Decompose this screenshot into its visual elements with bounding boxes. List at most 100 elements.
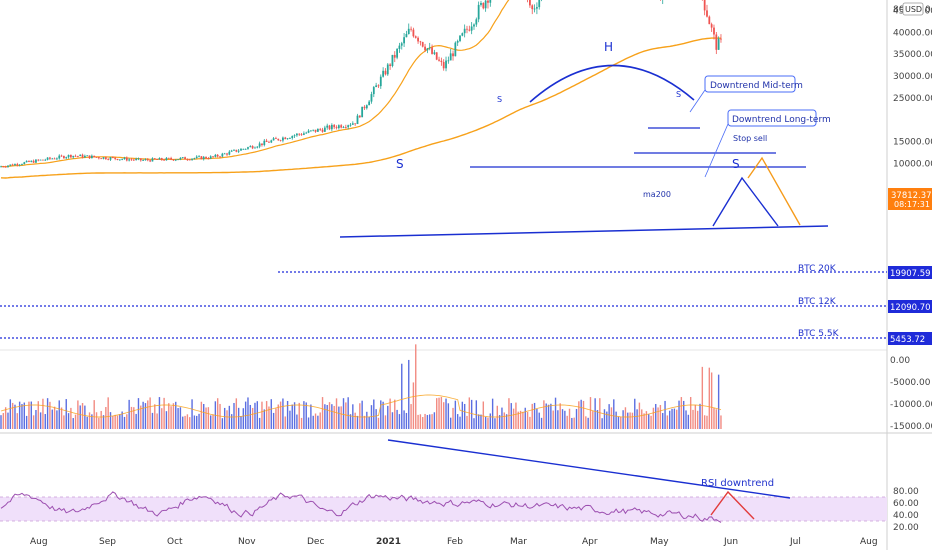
candle-body: [305, 132, 308, 134]
volume-bar: [564, 410, 566, 429]
candle-body: [67, 154, 70, 158]
candle-body: [174, 159, 177, 161]
volume-bar: [426, 415, 429, 429]
candle-body: [83, 155, 86, 158]
volume-bar: [459, 416, 461, 429]
volume-bar: [587, 417, 589, 429]
candle-body: [191, 158, 193, 160]
candle-body: [214, 154, 217, 157]
candle-body: [279, 140, 282, 142]
volume-bar: [550, 403, 552, 429]
candle-body: [209, 156, 212, 159]
candle-body: [424, 46, 426, 51]
rsi-tick-label: 80.00: [893, 487, 919, 497]
volume-bar: [561, 409, 564, 429]
candle-body: [400, 43, 403, 46]
projection-orange: [747, 156, 801, 226]
volume-bar: [205, 407, 207, 429]
candle-body: [216, 154, 219, 157]
volume-bar: [0, 415, 2, 429]
volume-bar: [179, 407, 182, 429]
volume-bar: [9, 399, 12, 429]
volume-bar: [11, 402, 14, 429]
volume-bar: [445, 398, 447, 429]
volume-bar: [424, 413, 426, 429]
candle-body: [177, 159, 179, 161]
volume-tick-label: -10000.00: [890, 400, 932, 410]
volume-bar: [44, 414, 46, 429]
price-tick-label: 80: [893, 5, 905, 15]
candle-body: [223, 153, 226, 155]
volume-bar: [163, 397, 165, 429]
candle-body: [102, 157, 105, 159]
candle-body: [321, 129, 324, 132]
volume-bar: [608, 404, 610, 429]
volume-bar: [296, 414, 298, 429]
candle-body: [100, 158, 103, 160]
volume-bar: [230, 414, 233, 429]
volume-bar: [324, 404, 326, 429]
volume-bar: [25, 415, 28, 429]
candle-body: [538, 0, 541, 8]
candle-body: [715, 34, 718, 50]
candle-body: [268, 141, 270, 143]
price-tick-label: 15000.00: [893, 138, 932, 148]
candle-body: [111, 157, 114, 159]
candle-body: [237, 150, 240, 152]
candle-body: [372, 87, 375, 95]
stop-sell-label: Stop sell: [733, 134, 767, 143]
rsi-line: [0, 491, 722, 523]
volume-bar: [235, 398, 238, 429]
candle-body: [351, 123, 354, 125]
head-label: H: [604, 40, 613, 54]
candle-body: [16, 164, 19, 166]
candle-body: [382, 70, 385, 77]
volume-bar: [615, 411, 617, 429]
candle-body: [70, 154, 72, 158]
candle-body: [284, 137, 287, 140]
volume-bar: [98, 417, 100, 429]
candle-body: [419, 41, 422, 43]
candle-body: [65, 157, 68, 159]
volume-bar: [233, 402, 235, 429]
volume-bar: [538, 412, 540, 429]
volume-bar: [144, 403, 147, 429]
candle-body: [156, 159, 159, 160]
candle-body: [272, 138, 275, 141]
candle-body: [74, 155, 77, 157]
volume-bar: [60, 407, 63, 429]
candle-body: [296, 133, 298, 136]
volume-bar: [307, 417, 310, 429]
volume-bar: [277, 404, 279, 429]
price-tick-label: 10000.00: [893, 159, 932, 169]
candle-body: [53, 158, 56, 160]
shoulder-small-label: S: [497, 95, 502, 104]
volume-bar: [515, 402, 517, 429]
candle-body: [35, 159, 37, 163]
volume-bar: [333, 405, 335, 429]
candle-body: [312, 129, 315, 131]
candle-body: [407, 28, 410, 34]
candle-body: [170, 158, 172, 160]
volume-bar: [223, 407, 226, 429]
volume-bar: [689, 397, 692, 429]
candle-body: [706, 10, 708, 17]
volume-bar: [662, 413, 664, 429]
volume-bar: [477, 414, 480, 429]
candle-body: [30, 160, 33, 162]
volume-bar: [14, 404, 16, 429]
volume-bar: [286, 400, 289, 429]
volume-bar: [186, 414, 189, 429]
candle-body: [158, 158, 161, 160]
volume-bar: [184, 415, 186, 429]
candle-body: [221, 153, 224, 157]
price-tick-label: 30000.00: [893, 72, 932, 82]
candle-body: [337, 125, 340, 129]
candle-body: [114, 157, 117, 159]
x-tick-label: Aug: [860, 537, 878, 547]
candle-body: [219, 156, 221, 158]
candle-body: [172, 159, 175, 161]
volume-bar: [482, 401, 485, 429]
price-tick-label: 35000.00: [893, 50, 932, 60]
